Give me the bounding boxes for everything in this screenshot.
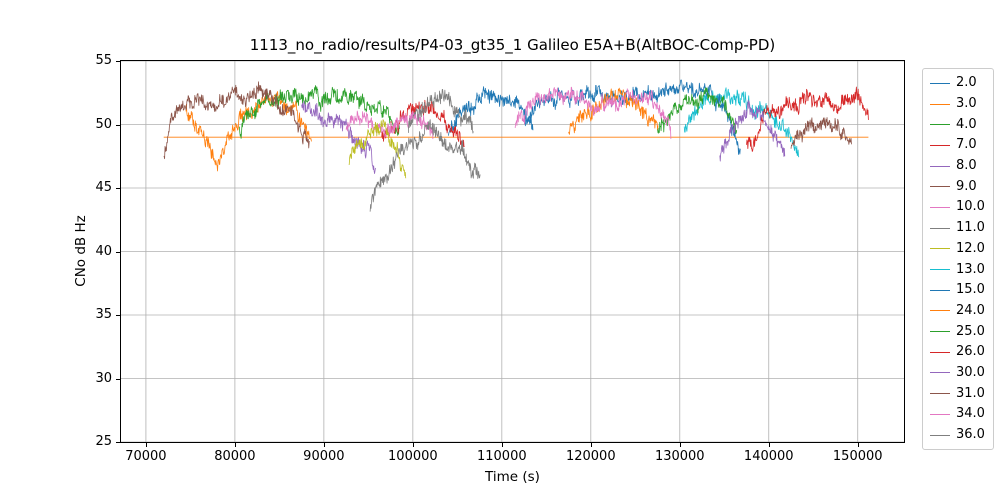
legend-item: 26.0 [930,342,993,363]
legend-item: 31.0 [930,383,993,404]
x-tick-mark [679,443,681,447]
legend-label: 36.0 [956,427,985,443]
x-tick-label: 90000 [303,449,345,464]
legend-swatch [930,206,950,208]
legend-swatch [930,269,950,271]
x-axis-label: Time (s) [485,469,540,485]
legend-swatch [930,331,950,333]
y-tick-mark [116,378,120,380]
legend-swatch [930,165,950,167]
legend-swatch [930,413,950,415]
legend-swatch [930,393,950,395]
plot-area [120,60,905,443]
legend-label: 25.0 [956,323,985,339]
x-tick-label: 120000 [565,449,616,464]
legend-swatch [930,144,950,146]
legend-item: 30.0 [930,363,993,384]
legend-item: 36.0 [930,425,993,446]
chart-title: 1113_no_radio/results/P4-03_gt35_1 Galil… [249,36,776,54]
y-tick-mark [116,251,120,253]
legend-item: 11.0 [930,218,993,239]
x-tick-mark [857,443,859,447]
y-tick-label: 30 [95,370,112,386]
legend-label: 31.0 [956,385,985,401]
y-tick-label: 45 [95,180,112,195]
x-tick-label: 80000 [214,449,256,464]
legend-item: 2.0 [930,73,993,94]
plot-canvas [121,61,904,442]
y-tick-label: 50 [95,116,112,132]
legend-label: 24.0 [956,302,985,318]
x-tick-mark [501,443,503,447]
legend-item: 13.0 [930,259,993,280]
x-tick-label: 140000 [743,449,794,464]
legend-item: 9.0 [930,176,993,197]
y-tick-label: 40 [95,243,112,259]
legend-label: 26.0 [956,344,985,360]
legend-swatch [930,103,950,105]
legend-label: 10.0 [956,199,985,215]
y-tick-mark [116,61,120,62]
legend-label: 15.0 [956,282,985,298]
legend-swatch [930,289,950,291]
legend-swatch [930,248,950,250]
legend-item: 25.0 [930,321,993,342]
legend-label: 34.0 [956,406,985,422]
legend-item: 12.0 [930,239,993,260]
x-tick-mark [590,443,592,447]
legend-item: 24.0 [930,301,993,322]
legend-swatch [930,227,950,229]
legend-swatch [930,351,950,353]
x-tick-label: 100000 [388,449,438,464]
x-tick-mark [145,443,147,447]
legend-item: 3.0 [930,94,993,115]
x-tick-mark [323,443,325,447]
legend: 2.0 3.0 4.0 7.0 8.0 9.0 10.0 11.0 12.0 13.0 15.0 24… [922,68,994,451]
y-tick-mark [116,188,120,189]
legend-item: 7.0 [930,135,993,156]
legend-label: 12.0 [956,240,985,256]
x-tick-label: 70000 [125,449,167,464]
legend-item: 34.0 [930,404,993,425]
x-tick-mark [412,443,414,447]
legend-label: 7.0 [956,137,977,153]
y-tick-label: 35 [95,307,112,322]
x-tick-label: 110000 [476,449,527,464]
legend-swatch [930,82,950,84]
x-tick-mark [768,443,770,447]
legend-item: 8.0 [930,156,993,177]
legend-label: 3.0 [956,96,977,112]
y-tick-label: 25 [95,434,112,449]
legend-label: 4.0 [956,116,977,132]
x-tick-mark [234,443,236,447]
y-tick-label: 55 [95,53,112,68]
legend-label: 30.0 [956,364,985,380]
legend-item: 15.0 [930,280,993,301]
legend-label: 8.0 [956,158,977,174]
legend-item: 10.0 [930,197,993,218]
x-tick-label: 150000 [832,449,883,464]
legend-label: 2.0 [956,75,977,91]
legend-label: 11.0 [956,220,985,236]
legend-swatch [930,124,950,126]
y-tick-mark [116,124,120,126]
legend-swatch [930,186,950,188]
legend-swatch [930,310,950,312]
legend-swatch [930,372,950,374]
y-tick-mark [116,442,120,443]
y-tick-mark [116,315,120,316]
legend-swatch [930,434,950,436]
legend-item: 4.0 [930,114,993,135]
x-tick-label: 130000 [654,449,705,464]
legend-label: 9.0 [956,178,977,194]
legend-label: 13.0 [956,261,985,277]
